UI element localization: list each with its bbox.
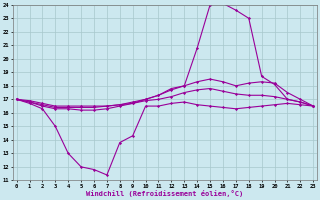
X-axis label: Windchill (Refroidissement éolien,°C): Windchill (Refroidissement éolien,°C)	[86, 190, 244, 197]
